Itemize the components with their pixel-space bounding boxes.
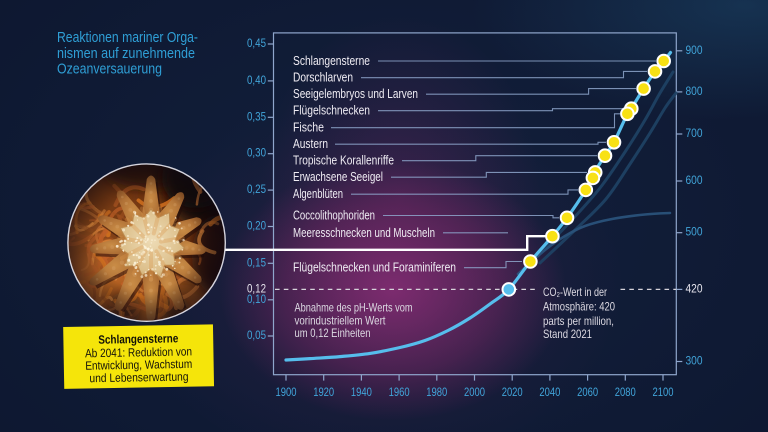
svg-text:420: 420 (686, 283, 703, 295)
svg-text:Coccolithophoriden: Coccolithophoriden (293, 209, 375, 223)
svg-text:Ozeanversauerung: Ozeanversauerung (57, 61, 162, 78)
svg-text:300: 300 (686, 356, 703, 368)
svg-text:Erwachsene Seeigel: Erwachsene Seeigel (293, 170, 383, 184)
svg-text:0,25: 0,25 (247, 184, 266, 196)
svg-text:CO₂-Wert in der: CO₂-Wert in der (543, 285, 607, 299)
svg-text:900: 900 (686, 45, 703, 57)
svg-text:0,10: 0,10 (247, 294, 266, 306)
svg-text:Austern: Austern (293, 137, 328, 151)
svg-text:0,05: 0,05 (247, 330, 266, 342)
svg-text:nismen auf zunehmende: nismen auf zunehmende (57, 45, 195, 62)
svg-text:500: 500 (686, 227, 703, 239)
svg-text:parts per million,: parts per million, (543, 314, 614, 328)
svg-text:Ab 2041: Reduktion von: Ab 2041: Reduktion von (85, 344, 192, 360)
svg-text:um 0,12 Einheiten: um 0,12 Einheiten (295, 326, 371, 340)
svg-text:Flügelschnecken: Flügelschnecken (293, 104, 370, 118)
svg-text:2020: 2020 (502, 385, 523, 399)
svg-text:0,35: 0,35 (247, 111, 266, 123)
svg-text:1920: 1920 (313, 385, 334, 399)
svg-text:1900: 1900 (276, 385, 297, 399)
svg-text:0,20: 0,20 (247, 221, 266, 233)
svg-text:Algenblüten: Algenblüten (293, 187, 343, 201)
svg-text:Dorschlarven: Dorschlarven (293, 71, 353, 85)
svg-text:600: 600 (686, 175, 703, 187)
svg-text:0,12: 0,12 (247, 283, 266, 295)
svg-text:800: 800 (686, 86, 703, 98)
svg-text:2040: 2040 (539, 385, 560, 399)
svg-text:2000: 2000 (464, 385, 485, 399)
svg-text:Entwicklung, Wachstum: Entwicklung, Wachstum (85, 357, 192, 373)
svg-text:Fische: Fische (293, 121, 324, 135)
svg-text:0,45: 0,45 (247, 38, 266, 50)
svg-text:0,40: 0,40 (247, 75, 266, 87)
svg-text:Stand 2021: Stand 2021 (543, 327, 592, 341)
svg-text:Reaktionen mariner Orga-: Reaktionen mariner Orga- (57, 29, 198, 46)
svg-text:Tropische Korallenriffe: Tropische Korallenriffe (293, 154, 394, 168)
svg-text:1980: 1980 (426, 385, 447, 399)
svg-text:Flügelschnecken und Foraminife: Flügelschnecken und Foraminiferen (293, 261, 456, 275)
svg-text:2060: 2060 (577, 385, 598, 399)
svg-text:Meeresschnecken und Muscheln: Meeresschnecken und Muscheln (293, 226, 435, 240)
svg-text:700: 700 (686, 128, 703, 140)
svg-text:2080: 2080 (615, 385, 636, 399)
svg-text:Schlangensterne: Schlangensterne (98, 331, 178, 346)
svg-text:vorindustriellem Wert: vorindustriellem Wert (295, 313, 387, 327)
svg-text:Schlangensterne: Schlangensterne (293, 54, 370, 68)
svg-text:1960: 1960 (389, 385, 410, 399)
svg-text:0,15: 0,15 (247, 257, 266, 269)
svg-text:2100: 2100 (653, 385, 674, 399)
svg-text:1940: 1940 (351, 385, 372, 399)
svg-text:Atmosphäre: 420: Atmosphäre: 420 (543, 300, 615, 314)
svg-text:Seeigelembryos und Larven: Seeigelembryos und Larven (293, 87, 418, 101)
svg-text:und Lebenserwartung: und Lebenserwartung (89, 370, 188, 386)
svg-text:0,30: 0,30 (247, 148, 266, 160)
svg-text:Abnahme des pH-Werts vom: Abnahme des pH-Werts vom (295, 301, 413, 315)
